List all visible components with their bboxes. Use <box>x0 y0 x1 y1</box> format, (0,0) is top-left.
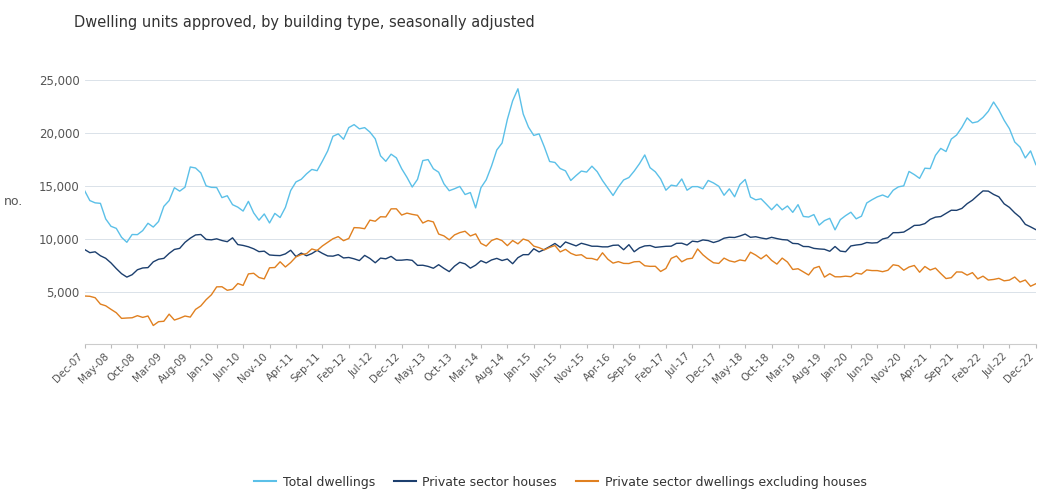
Private sector houses <box>538 246 551 252</box>
Legend: Total dwellings, Private sector houses, Private sector dwellings excluding house: Total dwellings, Private sector houses, … <box>249 470 871 492</box>
Total dwellings <box>549 159 561 165</box>
Private sector dwellings excluding houses <box>226 286 239 292</box>
Private sector dwellings excluding houses <box>1030 281 1042 287</box>
Private sector dwellings excluding houses <box>78 293 91 299</box>
Line: Total dwellings: Total dwellings <box>85 89 1036 242</box>
Private sector houses <box>871 240 884 246</box>
Text: Dwelling units approved, by building type, seasonally adjusted: Dwelling units approved, by building typ… <box>74 15 535 30</box>
Total dwellings <box>226 202 239 208</box>
Y-axis label: no.: no. <box>4 195 23 208</box>
Line: Private sector houses: Private sector houses <box>85 191 1036 277</box>
Private sector houses <box>543 244 556 249</box>
Private sector dwellings excluding houses <box>549 243 561 248</box>
Private sector houses <box>1030 227 1042 233</box>
Total dwellings <box>163 198 175 204</box>
Private sector houses <box>163 250 175 256</box>
Private sector houses <box>78 246 91 252</box>
Private sector houses <box>120 274 133 280</box>
Total dwellings <box>120 239 133 245</box>
Private sector houses <box>977 188 989 194</box>
Total dwellings <box>348 122 360 127</box>
Total dwellings <box>1030 162 1042 168</box>
Private sector houses <box>226 235 239 241</box>
Private sector dwellings excluding houses <box>390 206 403 212</box>
Total dwellings <box>512 86 524 92</box>
Line: Private sector dwellings excluding houses: Private sector dwellings excluding house… <box>85 209 1036 326</box>
Private sector houses <box>348 256 360 262</box>
Total dwellings <box>876 192 889 198</box>
Private sector dwellings excluding houses <box>348 225 360 231</box>
Private sector dwellings excluding houses <box>163 311 175 317</box>
Private sector dwellings excluding houses <box>543 245 556 250</box>
Total dwellings <box>78 187 91 193</box>
Private sector dwellings excluding houses <box>147 323 160 329</box>
Total dwellings <box>543 158 556 164</box>
Private sector dwellings excluding houses <box>876 269 889 275</box>
